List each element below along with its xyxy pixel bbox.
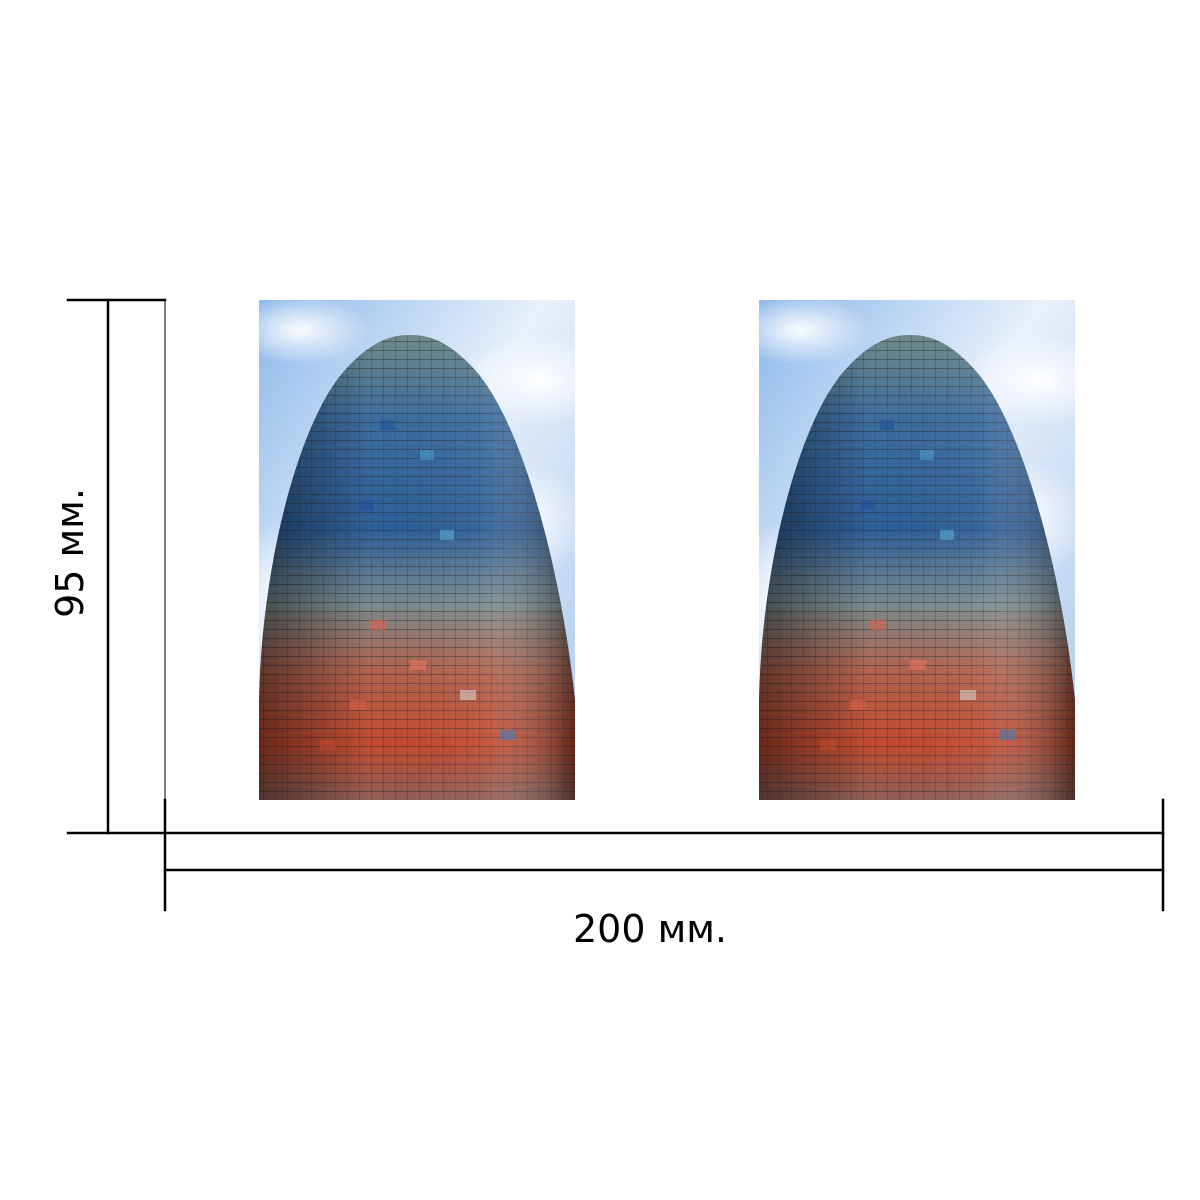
tower-photo-left [259, 300, 575, 800]
dimension-lines [66, 298, 1165, 912]
tower-photo-right [759, 300, 1075, 800]
height-dimension-label: 95 мм. [48, 488, 92, 618]
width-dimension-label: 200 мм. [572, 907, 728, 951]
